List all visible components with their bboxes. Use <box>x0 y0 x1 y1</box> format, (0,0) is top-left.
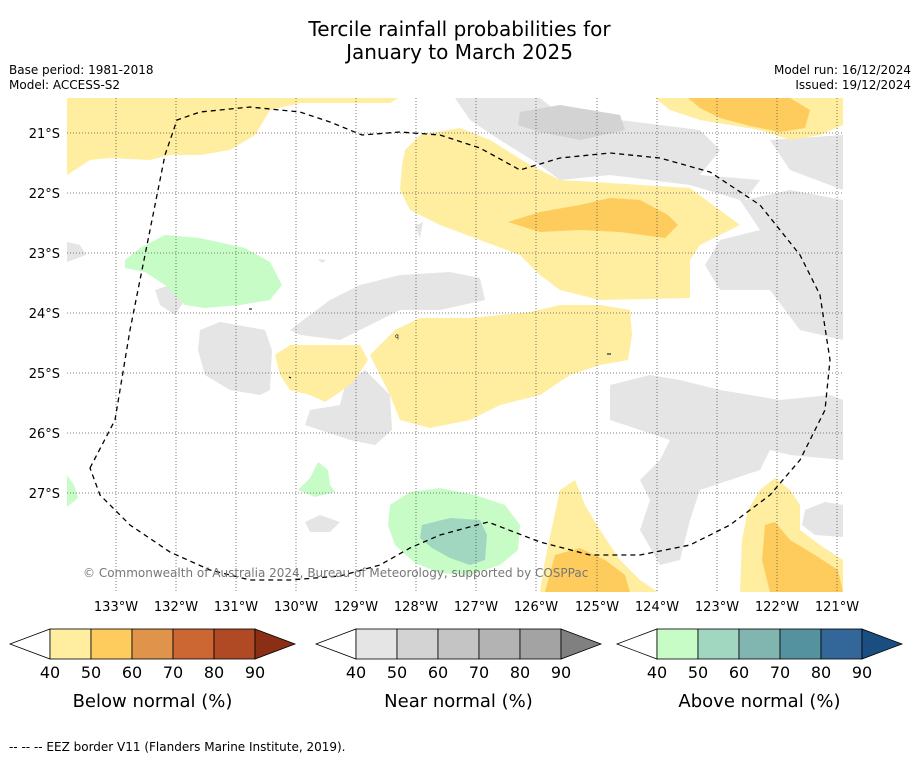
legend-tick-label: 60 <box>122 663 142 682</box>
legend-tick-label: 40 <box>647 663 667 682</box>
legend-tick-label: 50 <box>387 663 407 682</box>
lon-label: 122°W <box>755 600 799 615</box>
lon-label: 121°W <box>815 600 859 615</box>
gridlines <box>67 98 843 592</box>
lon-label: 131°W <box>214 600 258 615</box>
legend-swatch <box>697 628 740 660</box>
legend-swatch <box>519 628 562 660</box>
legend-swatch <box>254 628 297 660</box>
legend-tick-label: 60 <box>428 663 448 682</box>
legend-tick-label: 80 <box>510 663 530 682</box>
lon-label: 126°W <box>514 600 558 615</box>
forecast-map: q © Commonwealth of Australia 2024, Bure… <box>29 98 859 615</box>
model-text: Model: ACCESS-S2 <box>9 78 121 92</box>
lat-label: 27°S <box>29 487 60 502</box>
legend-tick-label: 50 <box>81 663 101 682</box>
lat-labels: 21°S 22°S 23°S 24°S 25°S 26°S 27°S <box>29 127 60 502</box>
lon-label: 125°W <box>575 600 619 615</box>
legend-tick-label: 90 <box>551 663 571 682</box>
legend-label: Near normal (%) <box>384 691 533 712</box>
lon-label: 130°W <box>274 600 318 615</box>
legend-swatch <box>437 628 480 660</box>
lat-label: 24°S <box>29 307 60 322</box>
legend-tick-label: 70 <box>770 663 790 682</box>
lat-label: 23°S <box>29 247 60 262</box>
legend-swatch <box>355 628 398 660</box>
map-mark <box>288 376 292 379</box>
model-run-text: Model run: 16/12/2024 <box>773 63 911 77</box>
near-normal-regions <box>67 98 843 565</box>
legend-tick-label: 70 <box>163 663 183 682</box>
copyright-text: © Commonwealth of Australia 2024, Bureau… <box>83 566 588 580</box>
lon-label: 127°W <box>454 600 498 615</box>
legend-swatch <box>8 628 51 660</box>
meta-right: Model run: 16/12/2024 Issued: 19/12/2024 <box>774 63 911 93</box>
legends: 40 50 60 70 80 90 Below normal (%) 40 50 60 70 80 9… <box>8 628 904 712</box>
lon-label: 129°W <box>334 600 378 615</box>
legend-swatch <box>656 628 699 660</box>
legend-label: Below normal (%) <box>73 691 233 712</box>
legend-label: Above normal (%) <box>678 691 840 712</box>
legend-tick-label: 90 <box>245 663 265 682</box>
lon-labels: 133°W 132°W 131°W 130°W 129°W 128°W 127°… <box>94 600 859 615</box>
legend-swatch <box>49 628 92 660</box>
below-normal-regions <box>67 98 843 592</box>
meta-left: Base period: 1981-2018 Model: ACCESS-S2 <box>9 63 154 93</box>
legend-swatch <box>131 628 174 660</box>
lon-label: 128°W <box>394 600 438 615</box>
probability-shading <box>67 98 843 592</box>
legend-swatch <box>314 628 357 660</box>
legend-swatch <box>478 628 521 660</box>
legend-tick-label: 40 <box>40 663 60 682</box>
legend-tick-label: 90 <box>852 663 872 682</box>
legend-tick-label: 60 <box>729 663 749 682</box>
legend-swatch <box>820 628 863 660</box>
legend-tick-label: 40 <box>346 663 366 682</box>
title-line-1: Tercile rainfall probabilities for <box>308 17 611 41</box>
legend-swatch <box>738 628 781 660</box>
lon-label: 133°W <box>94 600 138 615</box>
legend-tick-label: 70 <box>469 663 489 682</box>
issued-text: Issued: 19/12/2024 <box>795 78 911 92</box>
legend-tick-label: 50 <box>688 663 708 682</box>
legend-below-normal: 40 50 60 70 80 90 Below normal (%) <box>8 628 297 712</box>
lat-label: 26°S <box>29 427 60 442</box>
eez-border <box>89 106 831 581</box>
legend-swatch <box>213 628 256 660</box>
lat-label: 22°S <box>29 187 60 202</box>
lon-label: 124°W <box>635 600 679 615</box>
legend-near-normal: 40 50 60 70 80 90 Near normal (%) <box>314 628 603 712</box>
lon-label: 123°W <box>695 600 739 615</box>
legend-swatch <box>615 628 658 660</box>
map-title: Tercile rainfall probabilities for Janua… <box>0 18 919 64</box>
legend-tick-label: 80 <box>204 663 224 682</box>
legend-above-normal: 40 50 60 70 80 90 Above normal (%) <box>615 628 904 712</box>
legend-swatch <box>779 628 822 660</box>
legend-swatch <box>90 628 133 660</box>
lat-label: 21°S <box>29 127 60 142</box>
lon-label: 132°W <box>154 600 198 615</box>
lat-label: 25°S <box>29 367 60 382</box>
legend-swatch <box>861 628 904 660</box>
title-line-2: January to March 2025 <box>346 40 573 64</box>
map-mark: q <box>395 333 399 340</box>
above-normal-regions <box>67 235 520 575</box>
base-period-text: Base period: 1981-2018 <box>9 63 154 77</box>
legend-swatch <box>396 628 439 660</box>
legend-swatch <box>560 628 603 660</box>
legend-swatch <box>172 628 215 660</box>
legend-tick-label: 80 <box>811 663 831 682</box>
eez-footnote: -- -- -- EEZ border V11 (Flanders Marine… <box>9 740 346 754</box>
